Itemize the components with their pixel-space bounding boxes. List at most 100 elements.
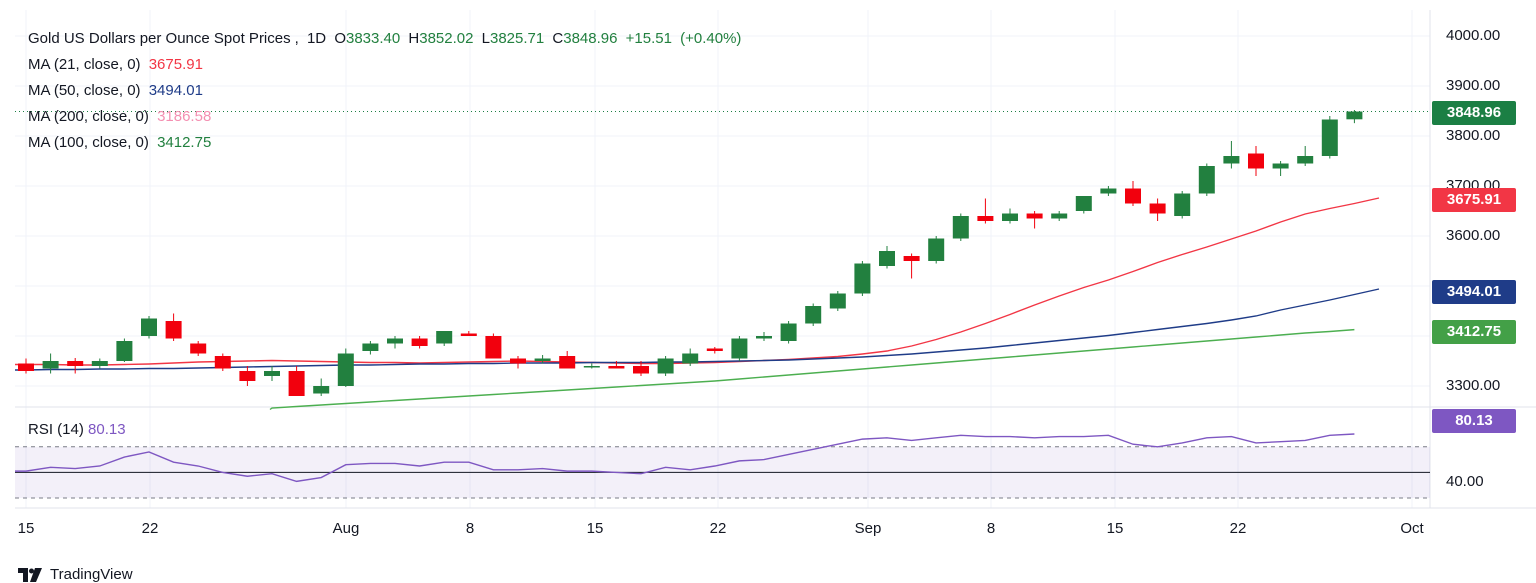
candle-body (1002, 213, 1018, 221)
candle-body (534, 358, 551, 361)
candle-body (1100, 188, 1117, 194)
candle-body (239, 371, 256, 381)
tradingview-watermark[interactable]: TradingView (18, 566, 133, 583)
candle (1321, 116, 1338, 159)
candle-body (780, 323, 797, 341)
ma21-legend[interactable]: MA (21, close, 0) 3675.91 (28, 56, 207, 73)
candle (928, 236, 945, 264)
candle-body (829, 293, 846, 309)
change-percent: (+0.40%) (680, 30, 742, 47)
candle-body (313, 386, 330, 394)
ma200-legend[interactable]: MA (200, close, 0) 3186.58 (28, 108, 215, 125)
candle-body (1223, 156, 1240, 164)
candle (903, 253, 920, 279)
candle (952, 213, 969, 241)
chart-timeframe: 1D (306, 30, 327, 47)
candle-body (756, 336, 772, 339)
candle-body (1346, 111, 1363, 120)
candle (1100, 186, 1117, 196)
candle (682, 348, 699, 366)
price-tick: 4000.00 (1446, 27, 1501, 44)
candle-body (706, 348, 723, 351)
close-value: 3848.96 (563, 30, 618, 47)
time-tick: 22 (709, 520, 727, 537)
candle (1272, 161, 1289, 176)
candle-body (214, 356, 231, 369)
time-tick: Sep (854, 520, 882, 537)
ma50-legend[interactable]: MA (50, close, 0) 3494.01 (28, 82, 207, 99)
candle-body (510, 358, 526, 364)
rsi-value: 80.13 (88, 421, 126, 438)
rsi-badge: 80.13 (1432, 409, 1516, 433)
candle (91, 358, 108, 369)
ma-line (269, 328, 1355, 411)
ma100-badge: 3412.75 (1432, 320, 1516, 344)
candle-body (165, 321, 182, 339)
candle (534, 355, 551, 364)
ma21-badge: 3675.91 (1432, 188, 1516, 212)
candle-body (977, 216, 994, 221)
candle (608, 361, 625, 369)
candle (1051, 211, 1068, 221)
candle (460, 331, 477, 336)
candle (1346, 109, 1363, 124)
candle (731, 336, 748, 361)
candle (67, 358, 84, 374)
candle (141, 316, 157, 339)
rsi-legend[interactable]: RSI (14) 80.13 (28, 421, 126, 438)
rsi-panel (15, 433, 1430, 499)
ma21-value: 3675.91 (148, 56, 203, 73)
candle-body (1198, 166, 1215, 194)
low-label: L (481, 30, 490, 47)
high-value: 3852.02 (419, 30, 474, 47)
ma21-label: MA (21, close, 0) (28, 56, 141, 73)
ma100-label: MA (100, close, 0) (28, 134, 149, 151)
watermark-text: TradingView (50, 566, 133, 583)
candle-body (1174, 193, 1191, 216)
candle (288, 366, 305, 396)
ma50-value: 3494.01 (148, 82, 203, 99)
tradingview-logo-icon (18, 567, 42, 582)
candle-body (559, 356, 576, 369)
candle-body (657, 358, 674, 374)
candle-body (1026, 213, 1043, 219)
candle-body (411, 338, 428, 346)
candle (264, 366, 280, 381)
open-label: O (334, 30, 346, 47)
grid (15, 10, 1536, 509)
time-tick: 15 (17, 520, 35, 537)
time-tick: 22 (141, 520, 159, 537)
candle (633, 361, 649, 376)
candle-body (1075, 196, 1092, 211)
candle (239, 366, 256, 386)
candle-body (42, 361, 59, 369)
candle (411, 336, 428, 349)
candle-body (141, 318, 157, 336)
price-tick: 3600.00 (1446, 227, 1501, 244)
candle-body (67, 361, 84, 366)
chart-header: Gold US Dollars per Ounce Spot Prices, 1… (28, 30, 742, 47)
candle (854, 261, 871, 296)
time-tick: Aug (332, 520, 360, 537)
rsi-label: RSI (14) (28, 421, 84, 438)
candle-body (805, 306, 822, 324)
candle-body (1297, 156, 1314, 164)
candle (313, 378, 330, 396)
open-value: 3833.40 (346, 30, 401, 47)
candle (1149, 198, 1166, 221)
time-tick: Oct (1400, 520, 1424, 537)
ma50-label: MA (50, close, 0) (28, 82, 141, 99)
change-value: +15.51 (625, 30, 672, 47)
candle-body (1272, 163, 1289, 169)
candle (829, 291, 846, 311)
ma200-value: 3186.58 (157, 108, 212, 125)
candle-body (460, 333, 477, 336)
candle-body (362, 343, 379, 351)
candle-body (190, 343, 207, 354)
ma100-legend[interactable]: MA (100, close, 0) 3412.75 (28, 134, 215, 151)
candle-body (903, 256, 920, 261)
time-tick: 8 (986, 520, 996, 537)
time-tick: 22 (1229, 520, 1247, 537)
candles (18, 109, 1363, 396)
candle-body (1149, 203, 1166, 214)
